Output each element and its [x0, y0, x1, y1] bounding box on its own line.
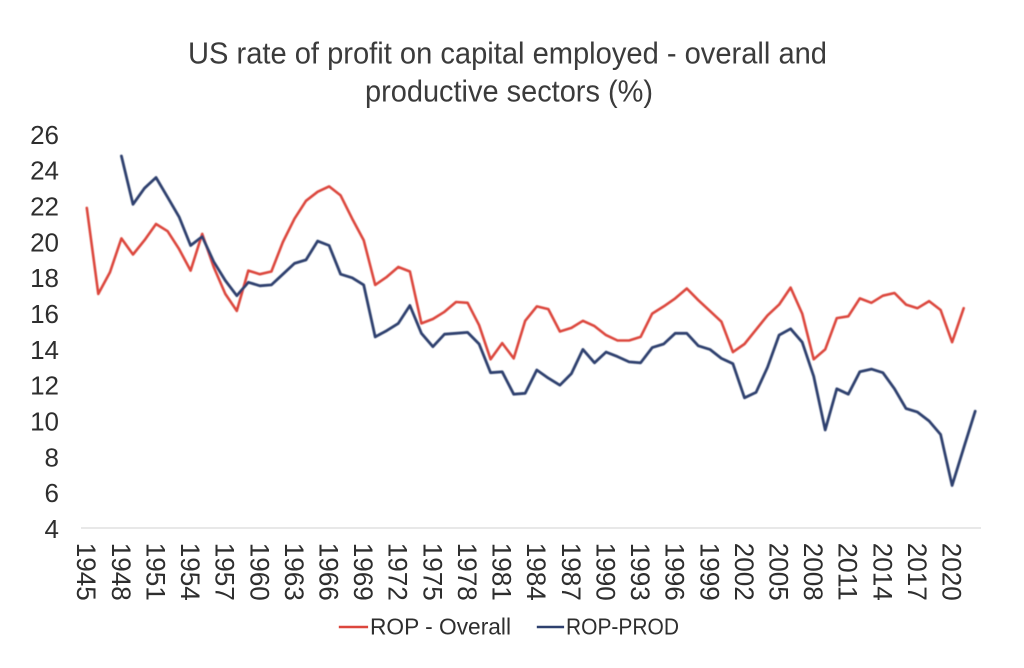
svg-text:2002: 2002	[729, 543, 759, 601]
svg-text:14: 14	[30, 335, 59, 365]
svg-text:1984: 1984	[521, 543, 551, 601]
svg-text:1999: 1999	[694, 543, 724, 601]
svg-text:1963: 1963	[279, 543, 309, 601]
svg-text:US rate of profit on capital e: US rate of profit on capital employed - …	[188, 36, 827, 71]
svg-text:1990: 1990	[590, 543, 620, 601]
svg-text:1954: 1954	[175, 543, 205, 601]
svg-text:10: 10	[30, 406, 59, 436]
svg-text:1972: 1972	[383, 543, 413, 601]
svg-text:ROP-PROD: ROP-PROD	[566, 614, 679, 640]
svg-text:22: 22	[30, 192, 59, 222]
svg-text:2008: 2008	[798, 543, 828, 601]
svg-text:2017: 2017	[902, 543, 932, 601]
svg-text:20: 20	[30, 227, 59, 257]
svg-text:6: 6	[45, 478, 59, 508]
svg-text:1960: 1960	[244, 543, 274, 601]
svg-text:2005: 2005	[764, 543, 794, 601]
svg-text:productive sectors (%): productive sectors (%)	[365, 74, 653, 109]
svg-text:2014: 2014	[867, 543, 897, 601]
svg-text:1969: 1969	[348, 543, 378, 601]
svg-text:1948: 1948	[106, 543, 136, 601]
svg-text:26: 26	[30, 120, 59, 150]
svg-text:1951: 1951	[140, 543, 170, 601]
svg-text:1945: 1945	[71, 543, 101, 601]
svg-text:1957: 1957	[210, 543, 240, 601]
svg-text:16: 16	[30, 299, 59, 329]
svg-text:1975: 1975	[417, 543, 447, 601]
svg-text:1993: 1993	[625, 543, 655, 601]
svg-text:2011: 2011	[833, 543, 863, 601]
svg-text:1981: 1981	[487, 543, 517, 601]
svg-text:1987: 1987	[556, 543, 586, 601]
svg-text:12: 12	[30, 371, 59, 401]
svg-text:24: 24	[30, 156, 59, 186]
svg-text:1996: 1996	[660, 543, 690, 601]
svg-text:2020: 2020	[937, 543, 967, 601]
svg-text:4: 4	[45, 514, 59, 544]
svg-text:18: 18	[30, 263, 59, 293]
svg-text:1978: 1978	[452, 543, 482, 601]
svg-text:1966: 1966	[314, 543, 344, 601]
svg-text:ROP - Overall: ROP - Overall	[370, 614, 511, 640]
svg-text:8: 8	[45, 442, 59, 472]
